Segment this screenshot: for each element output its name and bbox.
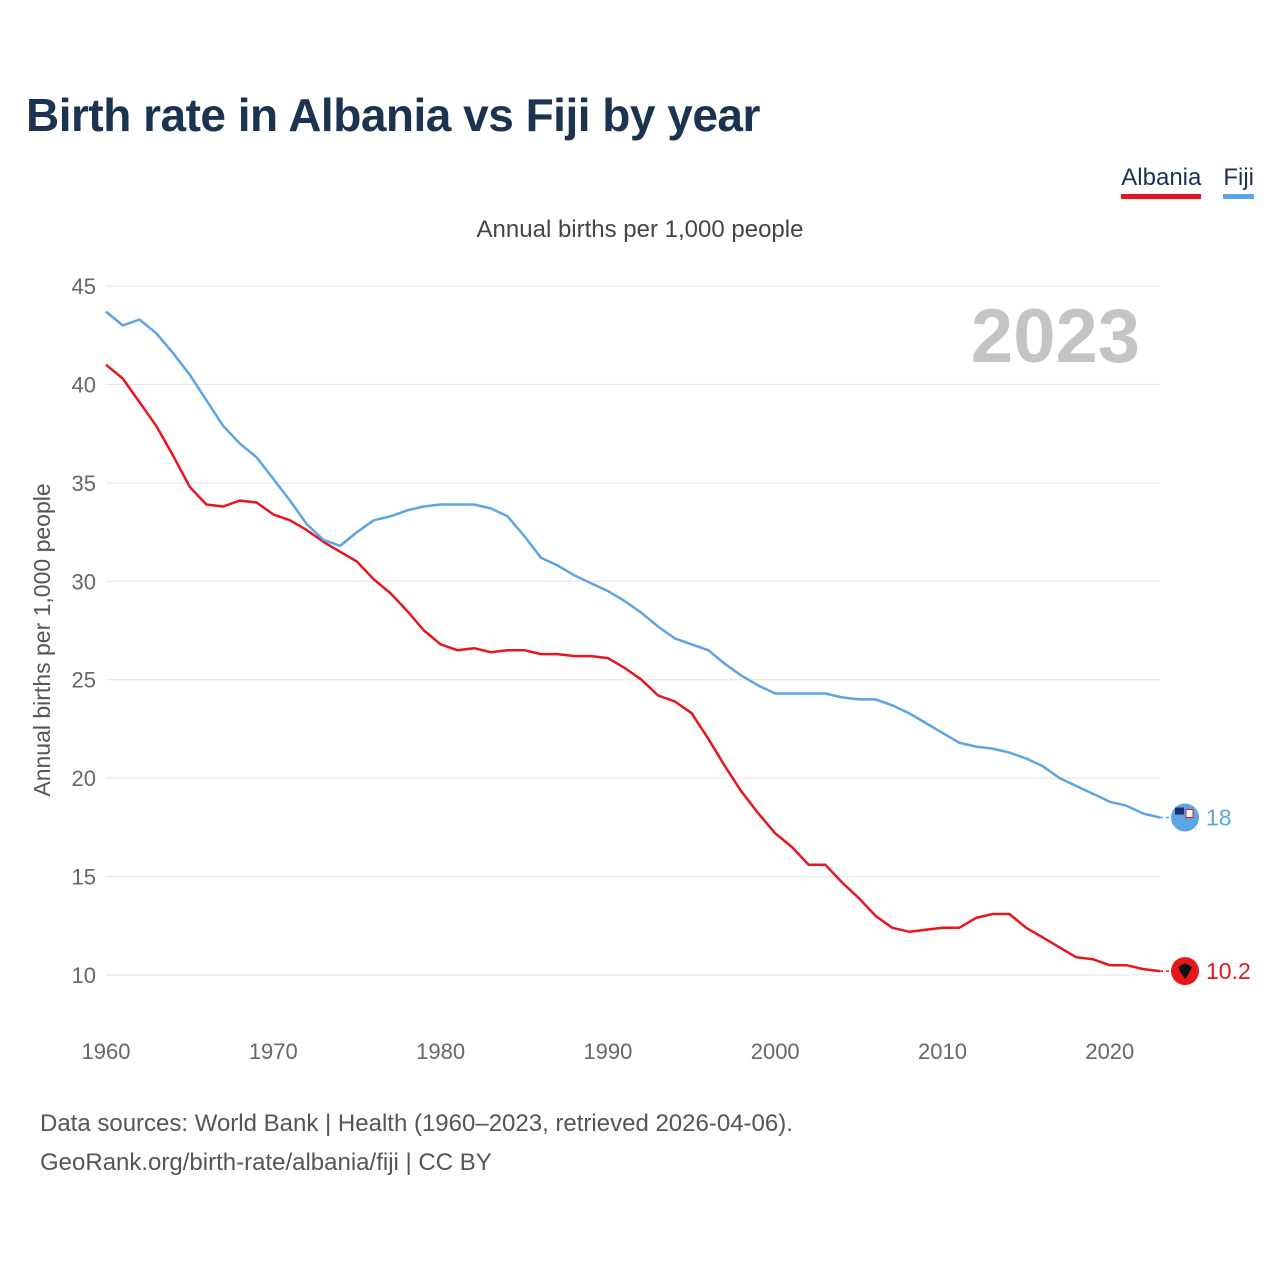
y-tick-label-10: 10 <box>72 963 96 988</box>
grid <box>106 285 1160 976</box>
y-tick-label-35: 35 <box>72 471 96 496</box>
x-tick-label-1990: 1990 <box>583 1039 632 1064</box>
x-axis-ticks: 1960 1970 1980 1990 2000 2010 2020 <box>82 1039 1135 1064</box>
y-axis-title: Annual births per 1,000 people <box>29 483 55 796</box>
year-watermark: 2023 <box>971 294 1140 379</box>
x-tick-label-1980: 1980 <box>416 1039 465 1064</box>
x-tick-label-1970: 1970 <box>249 1039 298 1064</box>
y-tick-label-15: 15 <box>72 865 96 890</box>
x-tick-label-2020: 2020 <box>1085 1039 1134 1064</box>
series-lines <box>105 310 1161 973</box>
end-value-label-albania: 10.2 <box>1206 958 1251 984</box>
series-line-fiji[interactable] <box>105 310 1161 819</box>
y-tick-label-25: 25 <box>72 668 96 693</box>
fiji-union-icon <box>1175 807 1184 815</box>
x-tick-label-2010: 2010 <box>918 1039 967 1064</box>
legend-item-albania[interactable]: Albania <box>1121 164 1202 199</box>
source-line-2[interactable]: GeoRank.org/birth-rate/albania/fiji | CC… <box>40 1149 492 1176</box>
legend-item-fiji[interactable]: Fiji <box>1223 164 1254 199</box>
albania-eagle-icon <box>1178 963 1192 980</box>
chart-subtitle: Annual births per 1,000 people <box>476 216 804 243</box>
legend: Albania Fiji <box>1121 164 1254 199</box>
y-axis-ticks: 10 15 20 25 30 35 40 45 <box>72 274 96 988</box>
y-tick-label-40: 40 <box>72 372 96 397</box>
y-tick-label-45: 45 <box>72 274 96 299</box>
x-tick-label-1960: 1960 <box>82 1039 131 1064</box>
chart-title: Birth rate in Albania vs Fiji by year <box>26 89 760 141</box>
fiji-shield-icon <box>1185 809 1194 819</box>
series-line-albania[interactable] <box>105 363 1161 973</box>
end-value-label-fiji: 18 <box>1206 805 1232 831</box>
end-markers: 10.2 18 <box>1160 803 1251 986</box>
x-tick-label-2000: 2000 <box>751 1039 800 1064</box>
source-line-1: Data sources: World Bank | Health (1960–… <box>40 1110 793 1137</box>
source-note: Data sources: World Bank | Health (1960–… <box>40 1104 793 1182</box>
y-tick-label-20: 20 <box>72 766 96 791</box>
y-tick-label-30: 30 <box>72 569 96 594</box>
